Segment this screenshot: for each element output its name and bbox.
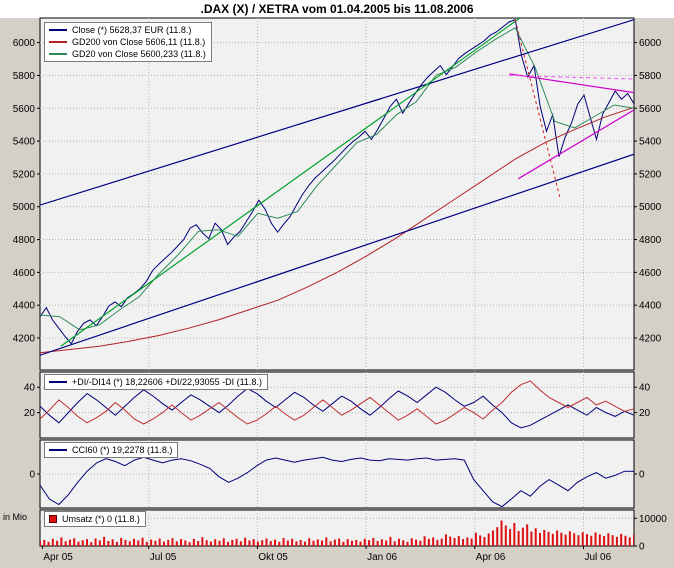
legend-item-umsatz: Umsatz (*) 0 (11.8.) [49,513,140,525]
svg-text:5200: 5200 [639,169,662,180]
legend-label-cci: CCI60 (*) 19,2278 (11.8.) [72,445,173,455]
svg-text:Apr 06: Apr 06 [476,552,506,563]
legend-label-close: Close (*) 5628,37 EUR (11.8.) [72,25,192,35]
svg-text:40: 40 [24,383,36,394]
svg-text:0: 0 [639,542,645,553]
svg-text:4800: 4800 [13,235,36,246]
legend-label-umsatz: Umsatz (*) 0 (11.8.) [62,514,140,524]
svg-text:20: 20 [639,408,651,419]
gd20-line-swatch-icon [49,53,67,55]
chart-title: .DAX (X) / XETRA vom 01.04.2005 bis 11.0… [0,0,674,18]
svg-text:40: 40 [639,383,651,394]
svg-text:5600: 5600 [13,104,36,115]
svg-text:5800: 5800 [13,71,36,82]
umsatz-bar-swatch-icon [49,515,57,523]
svg-text:5000: 5000 [13,202,36,213]
svg-text:Jul 05: Jul 05 [150,552,177,563]
svg-text:5400: 5400 [13,137,36,148]
svg-text:5000: 5000 [639,202,662,213]
svg-text:4800: 4800 [639,235,662,246]
svg-text:Jan 06: Jan 06 [367,552,397,563]
volume-unit-label: in Mio [3,512,28,522]
cci-line-swatch-icon [49,449,67,451]
price-legend: Close (*) 5628,37 EUR (11.8.) GD200 von … [44,22,212,62]
svg-text:6000: 6000 [639,38,662,49]
di-legend: +DI/-DI14 (*) 18,22606 +DI/22,93055 -DI … [44,374,268,390]
gd200-line-swatch-icon [49,41,67,43]
svg-text:Jul 06: Jul 06 [585,552,612,563]
svg-text:4400: 4400 [13,301,36,312]
svg-text:6000: 6000 [13,38,36,49]
svg-text:4200: 4200 [639,334,662,345]
legend-item-gd20: GD20 von Close 5600,233 (11.8.) [49,48,206,60]
di-line-swatch-icon [49,381,67,383]
legend-label-di: +DI/-DI14 (*) 18,22606 +DI/22,93055 -DI … [72,377,262,387]
svg-text:20: 20 [24,408,36,419]
svg-text:4200: 4200 [13,334,36,345]
volume-legend: Umsatz (*) 0 (11.8.) [44,511,146,527]
svg-text:5800: 5800 [639,71,662,82]
svg-text:4600: 4600 [639,268,662,279]
svg-text:5600: 5600 [639,104,662,115]
svg-text:5200: 5200 [13,169,36,180]
cci-legend: CCI60 (*) 19,2278 (11.8.) [44,442,179,458]
svg-text:0: 0 [639,470,645,481]
svg-text:Apr 05: Apr 05 [43,552,73,563]
legend-label-gd200: GD200 von Close 5606,11 (11.8.) [72,37,206,47]
svg-text:4600: 4600 [13,268,36,279]
close-line-swatch-icon [49,29,67,31]
legend-label-gd20: GD20 von Close 5600,233 (11.8.) [72,49,206,59]
svg-text:0: 0 [29,470,35,481]
legend-item-gd200: GD200 von Close 5606,11 (11.8.) [49,36,206,48]
svg-text:Okt 05: Okt 05 [258,552,288,563]
legend-item-cci: CCI60 (*) 19,2278 (11.8.) [49,444,172,456]
legend-item-close: Close (*) 5628,37 EUR (11.8.) [49,24,206,36]
svg-text:10000: 10000 [639,514,667,525]
svg-text:4400: 4400 [639,301,662,312]
legend-item-di: +DI/-DI14 (*) 18,22606 +DI/22,93055 -DI … [49,376,262,388]
svg-text:5400: 5400 [639,137,662,148]
